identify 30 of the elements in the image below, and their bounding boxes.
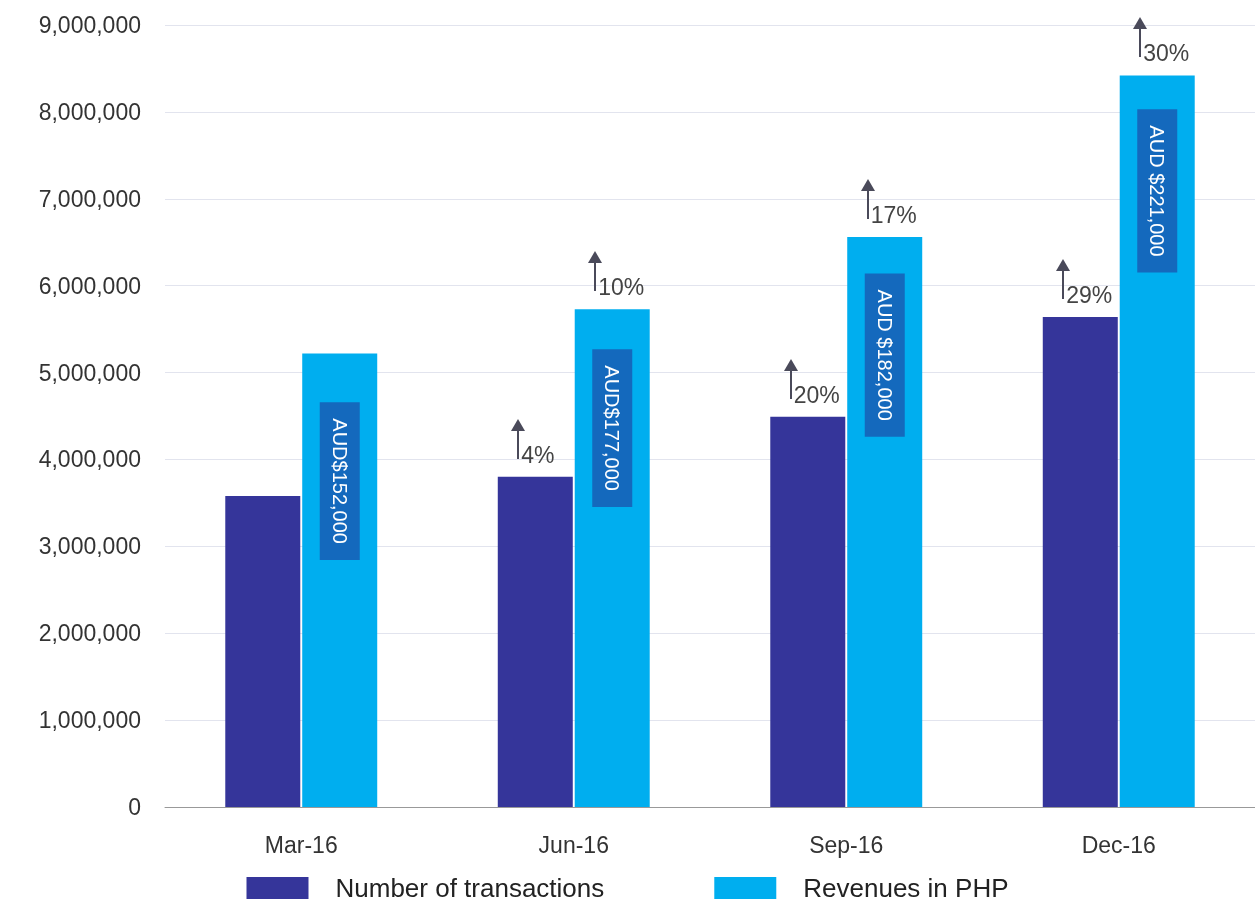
legend-label: Revenues in PHP	[803, 873, 1009, 903]
annotation: 20%	[793, 381, 840, 408]
annotation: AUD$152,000	[328, 418, 351, 544]
bar	[497, 476, 573, 807]
x-tick-label: Dec-16	[1081, 831, 1156, 858]
y-tick-label: 1,000,000	[38, 707, 141, 734]
y-tick-label: 7,000,000	[38, 185, 141, 212]
x-tick-label: Mar-16	[264, 831, 338, 858]
y-tick-label: 8,000,000	[38, 98, 141, 125]
y-tick-label: 4,000,000	[38, 446, 141, 473]
y-tick-label: 2,000,000	[38, 620, 141, 647]
annotation: AUD$177,000	[601, 365, 624, 491]
bar	[225, 495, 301, 807]
annotation: 29%	[1066, 281, 1113, 308]
annotation: 30%	[1143, 40, 1190, 67]
y-tick-label: 0	[128, 794, 141, 820]
annotation: AUD $221,000	[1146, 125, 1169, 257]
bar	[770, 416, 846, 807]
y-tick-label: 6,000,000	[38, 272, 141, 299]
x-tick-label: Jun-16	[538, 831, 609, 858]
x-tick-label: Sep-16	[809, 831, 884, 858]
legend-label: Number of transactions	[335, 873, 605, 903]
y-tick-label: 5,000,000	[38, 359, 141, 386]
annotation: 10%	[598, 274, 645, 301]
y-tick-label: 9,000,000	[38, 12, 141, 38]
annotation: 4%	[521, 441, 555, 468]
annotation: AUD $182,000	[873, 289, 896, 421]
annotation: 17%	[870, 202, 917, 229]
y-tick-label: 3,000,000	[38, 533, 141, 560]
bar	[1042, 316, 1118, 807]
